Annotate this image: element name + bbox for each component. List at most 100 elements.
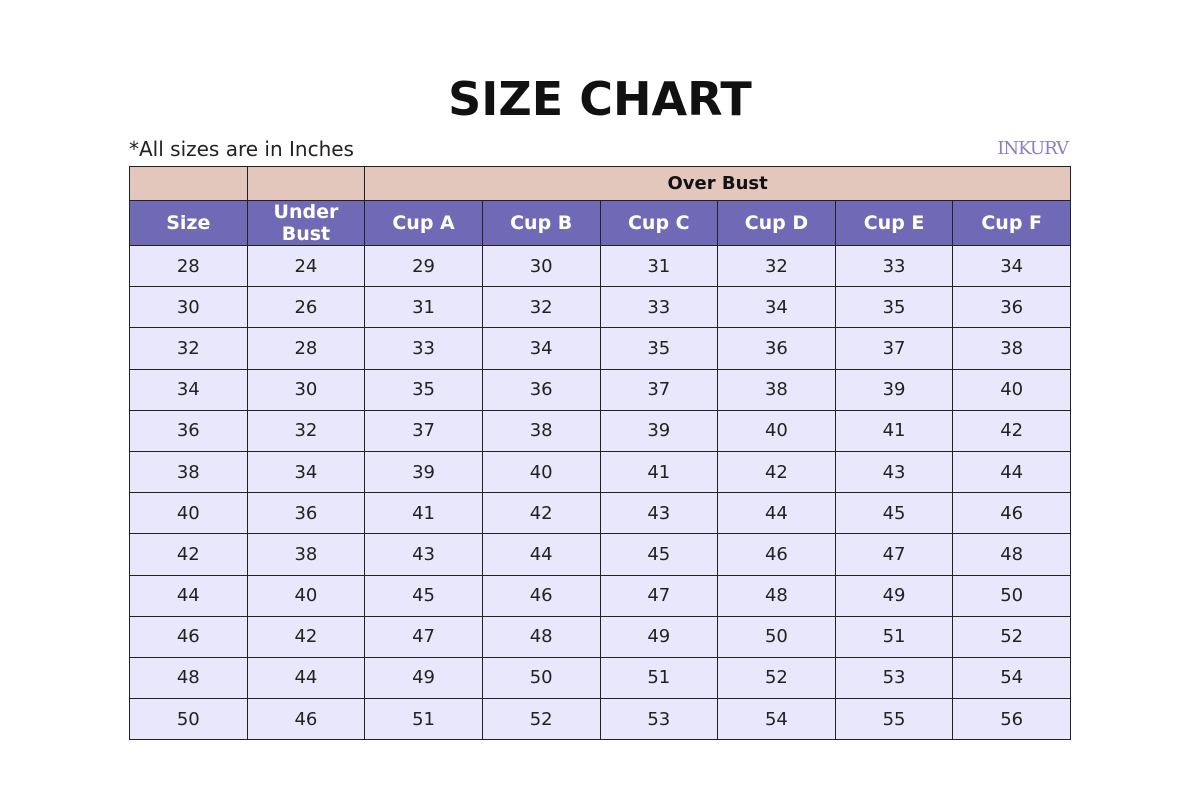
table-cell: 49 bbox=[364, 656, 483, 700]
empty-header-cell bbox=[129, 166, 248, 201]
table-cell: 50 bbox=[952, 574, 1071, 617]
table-cell: 32 bbox=[129, 327, 248, 370]
empty-header-cell bbox=[246, 166, 366, 201]
table-cell: 35 bbox=[834, 286, 954, 329]
page-title: SIZE CHART bbox=[448, 72, 752, 126]
table-cell: 45 bbox=[599, 533, 719, 576]
over-bust-header: Over Bust bbox=[364, 166, 1071, 201]
table-row: 50 46 51 52 53 54 55 56 bbox=[129, 698, 1071, 741]
table-cell: 34 bbox=[246, 450, 366, 494]
table-cell: 48 bbox=[952, 533, 1071, 576]
table-cell: 52 bbox=[481, 698, 601, 741]
table-cell: 33 bbox=[364, 327, 483, 370]
table-cell: 44 bbox=[952, 450, 1071, 494]
table-row: 44 40 45 46 47 48 49 50 bbox=[129, 574, 1071, 617]
table-cell: 28 bbox=[246, 327, 366, 370]
column-header: Under Bust bbox=[246, 200, 366, 246]
table-cell: 36 bbox=[481, 368, 601, 411]
column-header: Cup C bbox=[599, 200, 719, 246]
table-cell: 42 bbox=[952, 409, 1071, 452]
table-cell: 40 bbox=[129, 492, 248, 535]
table-cell: 36 bbox=[129, 409, 248, 452]
table-cell: 48 bbox=[129, 656, 248, 700]
table-cell: 38 bbox=[481, 409, 601, 452]
table-cell: 36 bbox=[246, 492, 366, 535]
table-cell: 50 bbox=[129, 698, 248, 741]
table-cell: 44 bbox=[246, 656, 366, 700]
table-cell: 37 bbox=[364, 409, 483, 452]
table-cell: 48 bbox=[717, 574, 836, 617]
table-cell: 26 bbox=[246, 286, 366, 329]
table-cell: 53 bbox=[834, 656, 954, 700]
table-cell: 30 bbox=[246, 368, 366, 411]
table-row: 46 42 47 48 49 50 51 52 bbox=[129, 615, 1071, 658]
table-cell: 39 bbox=[364, 450, 483, 494]
table-cell: 50 bbox=[717, 615, 836, 658]
table-cell: 51 bbox=[834, 615, 954, 658]
table-cell: 54 bbox=[952, 656, 1071, 700]
table-cell: 40 bbox=[481, 450, 601, 494]
table-cell: 52 bbox=[952, 615, 1071, 658]
table-cell: 35 bbox=[364, 368, 483, 411]
column-header: Cup F bbox=[952, 200, 1071, 246]
table-cell: 31 bbox=[599, 244, 719, 288]
table-cell: 40 bbox=[717, 409, 836, 452]
table-cell: 54 bbox=[717, 698, 836, 741]
table-cell: 32 bbox=[246, 409, 366, 452]
table-cell: 52 bbox=[717, 656, 836, 700]
table-cell: 49 bbox=[599, 615, 719, 658]
units-note: *All sizes are in Inches bbox=[129, 137, 354, 161]
table-cell: 34 bbox=[481, 327, 601, 370]
table-row: 30 26 31 32 33 34 35 36 bbox=[129, 286, 1071, 329]
table-cell: 42 bbox=[717, 450, 836, 494]
table-cell: 35 bbox=[599, 327, 719, 370]
table-cell: 44 bbox=[717, 492, 836, 535]
table-row: 48 44 49 50 51 52 53 54 bbox=[129, 656, 1071, 700]
table-cell: 33 bbox=[834, 244, 954, 288]
table-cell: 34 bbox=[952, 244, 1071, 288]
table-cell: 44 bbox=[481, 533, 601, 576]
table-cell: 28 bbox=[129, 244, 248, 288]
table-cell: 36 bbox=[717, 327, 836, 370]
table-cell: 30 bbox=[481, 244, 601, 288]
table-cell: 34 bbox=[129, 368, 248, 411]
table-cell: 42 bbox=[129, 533, 248, 576]
group-header-row: Over Bust bbox=[129, 166, 1071, 201]
table-cell: 45 bbox=[834, 492, 954, 535]
column-header: Cup D bbox=[717, 200, 836, 246]
column-header: Size bbox=[129, 200, 248, 246]
table-cell: 43 bbox=[364, 533, 483, 576]
table-cell: 46 bbox=[129, 615, 248, 658]
table-cell: 41 bbox=[834, 409, 954, 452]
table-cell: 56 bbox=[952, 698, 1071, 741]
table-cell: 46 bbox=[246, 698, 366, 741]
table-cell: 47 bbox=[599, 574, 719, 617]
table-cell: 51 bbox=[364, 698, 483, 741]
table-row: 34 30 35 36 37 38 39 40 bbox=[129, 368, 1071, 411]
table-cell: 50 bbox=[481, 656, 601, 700]
table-cell: 30 bbox=[129, 286, 248, 329]
table-cell: 24 bbox=[246, 244, 366, 288]
table-cell: 38 bbox=[129, 450, 248, 494]
table-cell: 43 bbox=[834, 450, 954, 494]
table-cell: 42 bbox=[481, 492, 601, 535]
table-cell: 47 bbox=[364, 615, 483, 658]
table-cell: 38 bbox=[717, 368, 836, 411]
column-header: Cup E bbox=[834, 200, 954, 246]
table-cell: 41 bbox=[599, 450, 719, 494]
table-cell: 34 bbox=[717, 286, 836, 329]
table-row: 40 36 41 42 43 44 45 46 bbox=[129, 492, 1071, 535]
table-cell: 44 bbox=[129, 574, 248, 617]
table-cell: 42 bbox=[246, 615, 366, 658]
table-cell: 46 bbox=[717, 533, 836, 576]
table-cell: 51 bbox=[599, 656, 719, 700]
table-cell: 53 bbox=[599, 698, 719, 741]
table-cell: 43 bbox=[599, 492, 719, 535]
table-cell: 32 bbox=[717, 244, 836, 288]
table-cell: 49 bbox=[834, 574, 954, 617]
column-header: Cup A bbox=[364, 200, 483, 246]
table-cell: 37 bbox=[834, 327, 954, 370]
table-cell: 29 bbox=[364, 244, 483, 288]
table-row: 36 32 37 38 39 40 41 42 bbox=[129, 409, 1071, 452]
